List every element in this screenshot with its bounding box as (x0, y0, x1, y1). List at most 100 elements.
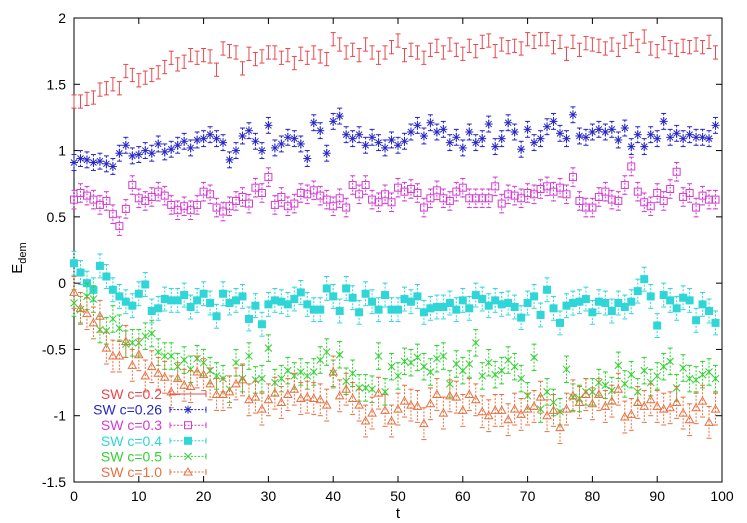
data-point (620, 181, 629, 190)
error-bar (246, 342, 252, 370)
data-point (653, 188, 662, 197)
error-bar (687, 40, 693, 55)
data-point (206, 190, 215, 199)
error-bar (298, 382, 304, 415)
data-point (477, 406, 488, 416)
data-point (147, 192, 156, 201)
data-point (433, 354, 441, 363)
x-tick-label: 70 (520, 488, 536, 504)
data-point (374, 138, 383, 147)
data-point (652, 401, 663, 410)
data-point (380, 405, 390, 414)
data-point (491, 142, 500, 151)
error-bar (259, 183, 265, 203)
error-bar (389, 404, 395, 438)
error-bar (194, 355, 200, 389)
data-point (263, 394, 274, 404)
error-bar (648, 41, 654, 56)
data-point (458, 366, 467, 375)
y-axis-label: Edem (9, 242, 29, 273)
data-point (601, 187, 610, 196)
error-bar (473, 44, 479, 59)
error-bar (304, 184, 310, 205)
error-bar (654, 183, 660, 203)
data-point (556, 129, 564, 138)
data-point (562, 365, 571, 374)
error-bar (434, 180, 440, 201)
series-2 (70, 156, 720, 236)
data-point (166, 386, 177, 396)
error-bar (324, 338, 330, 366)
data-point (329, 202, 338, 211)
data-point (672, 129, 681, 138)
error-bar (473, 188, 479, 209)
error-bar (175, 200, 181, 221)
error-bar (609, 189, 615, 210)
error-bar (317, 346, 323, 374)
data-point (258, 374, 266, 383)
x-tick-label: 60 (455, 488, 471, 504)
data-point (160, 295, 169, 304)
error-bar (239, 61, 245, 76)
error-bar (395, 33, 401, 48)
data-point (626, 409, 637, 418)
error-bar (466, 38, 472, 53)
error-bar (525, 183, 531, 203)
error-bar (492, 44, 498, 59)
error-bar (168, 50, 174, 65)
data-point (347, 393, 358, 402)
data-point (562, 190, 571, 199)
data-point (659, 291, 668, 300)
data-point (316, 305, 325, 314)
error-bar (622, 34, 628, 49)
data-point (491, 296, 500, 305)
error-bar (194, 195, 200, 215)
data-point (322, 284, 331, 293)
error-bar (311, 180, 317, 201)
error-bar (447, 37, 453, 52)
data-point (581, 389, 591, 399)
data-point (296, 368, 305, 376)
data-point (705, 195, 714, 204)
error-bar (376, 376, 382, 410)
error-bar (77, 183, 83, 203)
x-tick-label: 0 (70, 488, 78, 504)
data-point (530, 353, 538, 362)
error-bar (479, 34, 485, 49)
data-point (568, 110, 577, 119)
error-bar (233, 367, 239, 401)
data-point (257, 404, 267, 413)
data-point (672, 304, 681, 313)
data-point (251, 376, 260, 384)
error-bar (453, 181, 459, 202)
data-point (562, 134, 571, 143)
data-point (167, 200, 176, 209)
data-point (212, 134, 221, 143)
data-point (89, 158, 98, 167)
data-point (322, 348, 331, 356)
data-point (548, 405, 559, 414)
data-point (419, 418, 429, 428)
data-point (154, 304, 163, 313)
data-point (341, 384, 352, 393)
data-point (309, 118, 318, 127)
error-bar (628, 156, 634, 177)
data-point (575, 196, 584, 205)
data-point (561, 404, 572, 413)
data-point (121, 141, 130, 150)
error-bar (142, 322, 148, 350)
data-point (478, 372, 487, 380)
error-bar (84, 185, 90, 206)
data-point (381, 291, 390, 300)
error-bar (628, 360, 634, 389)
error-bar (434, 38, 440, 53)
data-point (335, 306, 344, 315)
error-bar (512, 392, 518, 426)
error-bar (700, 185, 706, 206)
data-point (277, 297, 286, 306)
error-bar (414, 45, 420, 60)
error-bar (602, 41, 608, 56)
error-bar (142, 70, 148, 85)
error-bar (142, 191, 148, 211)
data-point (556, 318, 564, 327)
